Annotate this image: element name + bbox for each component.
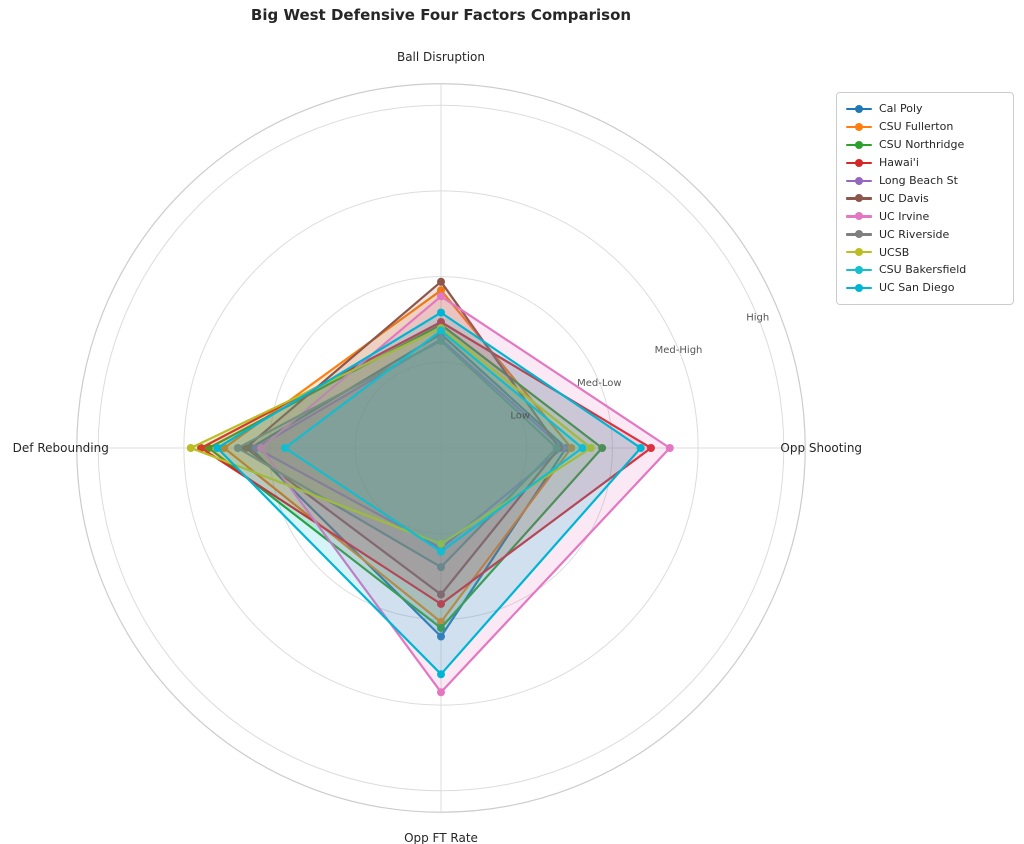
- legend-label: UC Irvine: [879, 209, 930, 223]
- series-marker-csu-bakersfield: [437, 326, 445, 335]
- axis-label: Ball Disruption: [397, 50, 485, 64]
- series-fill-ucsb: [190, 328, 592, 544]
- legend-series-marker-icon: [846, 211, 872, 221]
- series-fill-uc-riverside: [237, 340, 557, 568]
- series-marker-uc-davis: [437, 590, 445, 599]
- series-marker-csu-fullerton: [437, 286, 445, 295]
- legend-item: CSU Fullerton: [846, 118, 1003, 136]
- series-marker-uc-irvine: [437, 292, 445, 301]
- legend-label: Long Beach St: [879, 174, 958, 187]
- legend-label: UC Davis: [879, 191, 929, 205]
- legend-label: CSU Fullerton: [879, 120, 954, 134]
- radial-tick-label: Low: [510, 411, 530, 422]
- series-marker-uc-irvine: [437, 688, 445, 697]
- axis-label: Opp Shooting: [780, 441, 862, 455]
- radial-tick-label: High: [746, 312, 769, 323]
- series-marker-ucsb: [586, 444, 595, 452]
- chart-title: Big West Defensive Four Factors Comparis…: [250, 6, 632, 24]
- series-fill-hawai-i: [201, 322, 651, 604]
- series-marker-uc-san-diego: [636, 444, 645, 452]
- legend-item: UC San Diego: [846, 279, 1003, 297]
- legend-series-marker-icon: [846, 283, 872, 293]
- series-marker-uc-davis: [437, 277, 445, 286]
- series-marker-cal-poly: [437, 632, 445, 641]
- legend-label: UC Riverside: [879, 227, 950, 241]
- series-marker-uc-riverside: [437, 336, 445, 345]
- legend-item: Hawai'i: [846, 154, 1003, 172]
- radial-tick-label: Med-Low: [577, 378, 621, 389]
- series-marker-ucsb: [186, 444, 195, 452]
- series-marker-ucsb: [437, 539, 445, 548]
- legend-item: UCSB: [846, 243, 1003, 261]
- legend-series-marker-icon: [846, 104, 872, 114]
- series-marker-csu-bakersfield: [437, 547, 445, 556]
- legend: Cal Poly CSU Fullerton CSU Northridge Hawai…: [836, 92, 1014, 305]
- legend-series-marker-icon: [846, 122, 872, 132]
- axis-label: Def Rebounding: [13, 441, 109, 455]
- legend-label: Hawai'i: [879, 156, 919, 170]
- legend-item: CSU Bakersfield: [846, 261, 1003, 279]
- series-marker-csu-fullerton: [567, 444, 576, 452]
- series-marker-csu-bakersfield: [281, 444, 290, 452]
- legend-series-marker-icon: [846, 229, 872, 239]
- legend-item: Long Beach St: [846, 172, 1003, 190]
- legend-series-marker-icon: [846, 193, 872, 203]
- series-marker-uc-irvine: [257, 444, 266, 452]
- legend-item: UC Riverside: [846, 225, 1003, 243]
- series-fill-uc-irvine: [261, 296, 670, 693]
- legend-label: UC San Diego: [879, 281, 955, 295]
- series-marker-csu-northridge: [598, 444, 607, 452]
- series-fill-uc-san-diego: [217, 312, 641, 675]
- legend-item: UC Davis: [846, 189, 1003, 207]
- series-marker-hawai-i: [437, 599, 445, 608]
- series-marker-uc-san-diego: [437, 308, 445, 317]
- series-fill-long-beach-st: [255, 339, 563, 549]
- series-marker-uc-san-diego: [213, 444, 222, 452]
- legend-series-marker-icon: [846, 140, 872, 150]
- series-marker-hawai-i: [646, 444, 655, 452]
- radial-tick-label: Med-High: [655, 345, 703, 356]
- legend-series-marker-icon: [846, 158, 872, 168]
- series-marker-csu-northridge: [437, 623, 445, 632]
- series-marker-uc-riverside: [552, 444, 561, 452]
- series-marker-csu-fullerton: [437, 617, 445, 626]
- legend-series-marker-icon: [846, 265, 872, 275]
- series-marker-csu-bakersfield: [578, 444, 587, 452]
- legend-label: Cal Poly: [879, 102, 923, 116]
- legend-label: CSU Bakersfield: [879, 263, 967, 277]
- legend-item: UC Irvine: [846, 207, 1003, 225]
- series-marker-hawai-i: [437, 318, 445, 327]
- legend-item: Cal Poly: [846, 100, 1003, 118]
- axis-label: Opp FT Rate: [404, 831, 478, 844]
- series-marker-uc-riverside: [233, 444, 242, 452]
- series-marker-uc-irvine: [665, 444, 674, 452]
- legend-series-marker-icon: [846, 247, 872, 257]
- legend-series-marker-icon: [846, 176, 872, 186]
- legend-item: CSU Northridge: [846, 136, 1003, 154]
- series-marker-uc-riverside: [437, 563, 445, 572]
- legend-label: UCSB: [879, 245, 910, 259]
- series-marker-uc-san-diego: [437, 670, 445, 679]
- legend-label: CSU Northridge: [879, 138, 965, 152]
